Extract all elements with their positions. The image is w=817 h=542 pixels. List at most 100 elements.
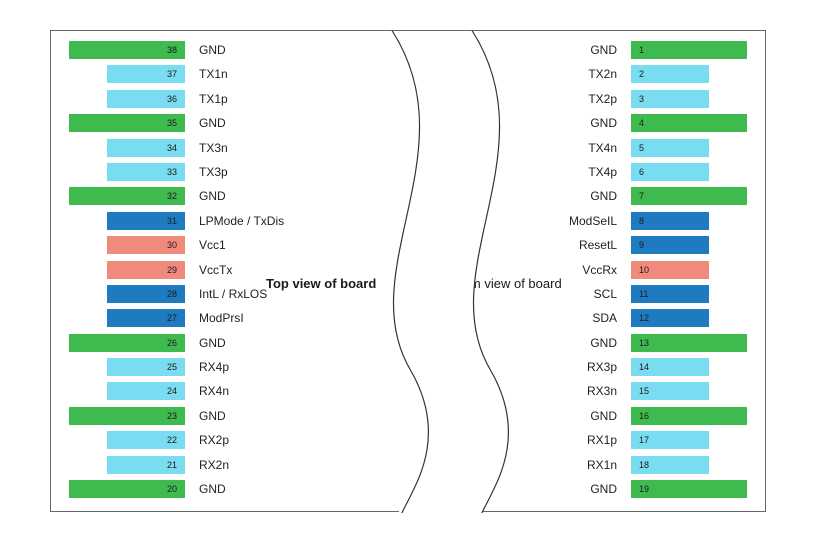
bottom-view-caption: bottom view of board [441,276,562,291]
pin-number: 37 [167,69,177,79]
pin-number: 17 [639,435,649,445]
pin-label: RX3n [587,384,617,398]
pin-number: 12 [639,313,649,323]
pin-row: 15 RX3n [487,382,747,400]
pin-label: VccRx [582,263,617,277]
pin-label: GND [590,189,617,203]
pin-label: TX3n [199,141,228,155]
pin-number: 32 [167,191,177,201]
pin-row: 35GND [69,114,319,132]
pin-number: 16 [639,411,649,421]
pin-bar: 21 [107,456,185,474]
pin-bar: 18 [631,456,709,474]
pin-row: 32GND [69,187,319,205]
pin-bar: 4 [631,114,747,132]
pin-bar: 26 [69,334,185,352]
pin-number: 15 [639,386,649,396]
pin-label: ModPrsI [199,311,244,325]
pin-number: 29 [167,265,177,275]
pin-row: 6 TX4p [487,163,747,181]
pin-number: 22 [167,435,177,445]
pin-number: 5 [639,143,644,153]
pin-bar: 37 [107,65,185,83]
pin-number: 34 [167,143,177,153]
pin-bar: 16 [631,407,747,425]
top-view-caption: Top view of board [266,276,376,291]
pin-row: 7 GND [487,187,747,205]
pin-bar: 22 [107,431,185,449]
pin-label: TX4n [588,141,617,155]
left-pinout-column: 38GND37TX1n36TX1p35GND34TX3n33TX3p32GND3… [69,41,319,504]
pin-row: 12SDA [487,309,747,327]
pin-bar: 29 [107,261,185,279]
pin-row: 20GND [69,480,319,498]
pin-row: 25 RX4p [69,358,319,376]
pin-number: 6 [639,167,644,177]
pin-row: 30Vcc1 [69,236,319,254]
pin-label: ModSeIL [569,214,617,228]
pin-number: 1 [639,45,644,55]
pin-number: 8 [639,216,644,226]
pin-number: 30 [167,240,177,250]
pin-number: 36 [167,94,177,104]
pin-row: 34 TX3n [69,139,319,157]
pin-row: 17RX1p [487,431,747,449]
pin-bar: 28 [107,285,185,303]
pin-bar: 33 [107,163,185,181]
pin-number: 24 [167,386,177,396]
pin-number: 3 [639,94,644,104]
pin-row: 8 ModSeIL [487,212,747,230]
pin-label: VccTx [199,263,232,277]
pin-number: 35 [167,118,177,128]
pin-row: 2 TX2n [487,65,747,83]
pin-number: 26 [167,338,177,348]
pin-bar: 36 [107,90,185,108]
pin-label: RX4n [199,384,229,398]
pin-bar: 3 [631,90,709,108]
pin-number: 38 [167,45,177,55]
pin-row: 22 RX2p [69,431,319,449]
pinout-frame: 38GND37TX1n36TX1p35GND34TX3n33TX3p32GND3… [50,30,766,512]
pin-row: 19GND [487,480,747,498]
pin-label: RX4p [199,360,229,374]
pin-number: 28 [167,289,177,299]
pin-bar: 17 [631,431,709,449]
pin-bar: 13 [631,334,747,352]
pin-number: 13 [639,338,649,348]
pin-label: GND [199,43,226,57]
pin-bar: 23 [69,407,185,425]
pin-number: 21 [167,460,177,470]
pin-bar: 32 [69,187,185,205]
pin-number: 23 [167,411,177,421]
pin-label: RX2p [199,433,229,447]
pin-row: 5 TX4n [487,139,747,157]
pin-row: 38 GND [69,41,319,59]
pin-number: 33 [167,167,177,177]
pin-bar: 20 [69,480,185,498]
pin-bar: 14 [631,358,709,376]
pin-row: 37 TX1n [69,65,319,83]
pin-bar: 25 [107,358,185,376]
pin-bar: 30 [107,236,185,254]
pin-bar: 7 [631,187,747,205]
pin-bar: 19 [631,480,747,498]
pin-bar: 15 [631,382,709,400]
pin-label: RX2n [199,458,229,472]
pin-row: 14RX3p [487,358,747,376]
pin-row: 4 GND [487,114,747,132]
pin-number: 7 [639,191,644,201]
pin-label: GND [590,116,617,130]
pin-number: 20 [167,484,177,494]
pin-label: TX2p [588,92,617,106]
pin-bar: 11 [631,285,709,303]
pin-label: TX4p [588,165,617,179]
pin-row: 26GND [69,334,319,352]
pin-label: GND [590,43,617,57]
pin-bar: 8 [631,212,709,230]
pin-number: 10 [639,265,649,275]
pin-number: 2 [639,69,644,79]
pin-label: TX1n [199,67,228,81]
pin-label: TX2n [588,67,617,81]
pin-row: 1 GND [487,41,747,59]
pin-bar: 2 [631,65,709,83]
